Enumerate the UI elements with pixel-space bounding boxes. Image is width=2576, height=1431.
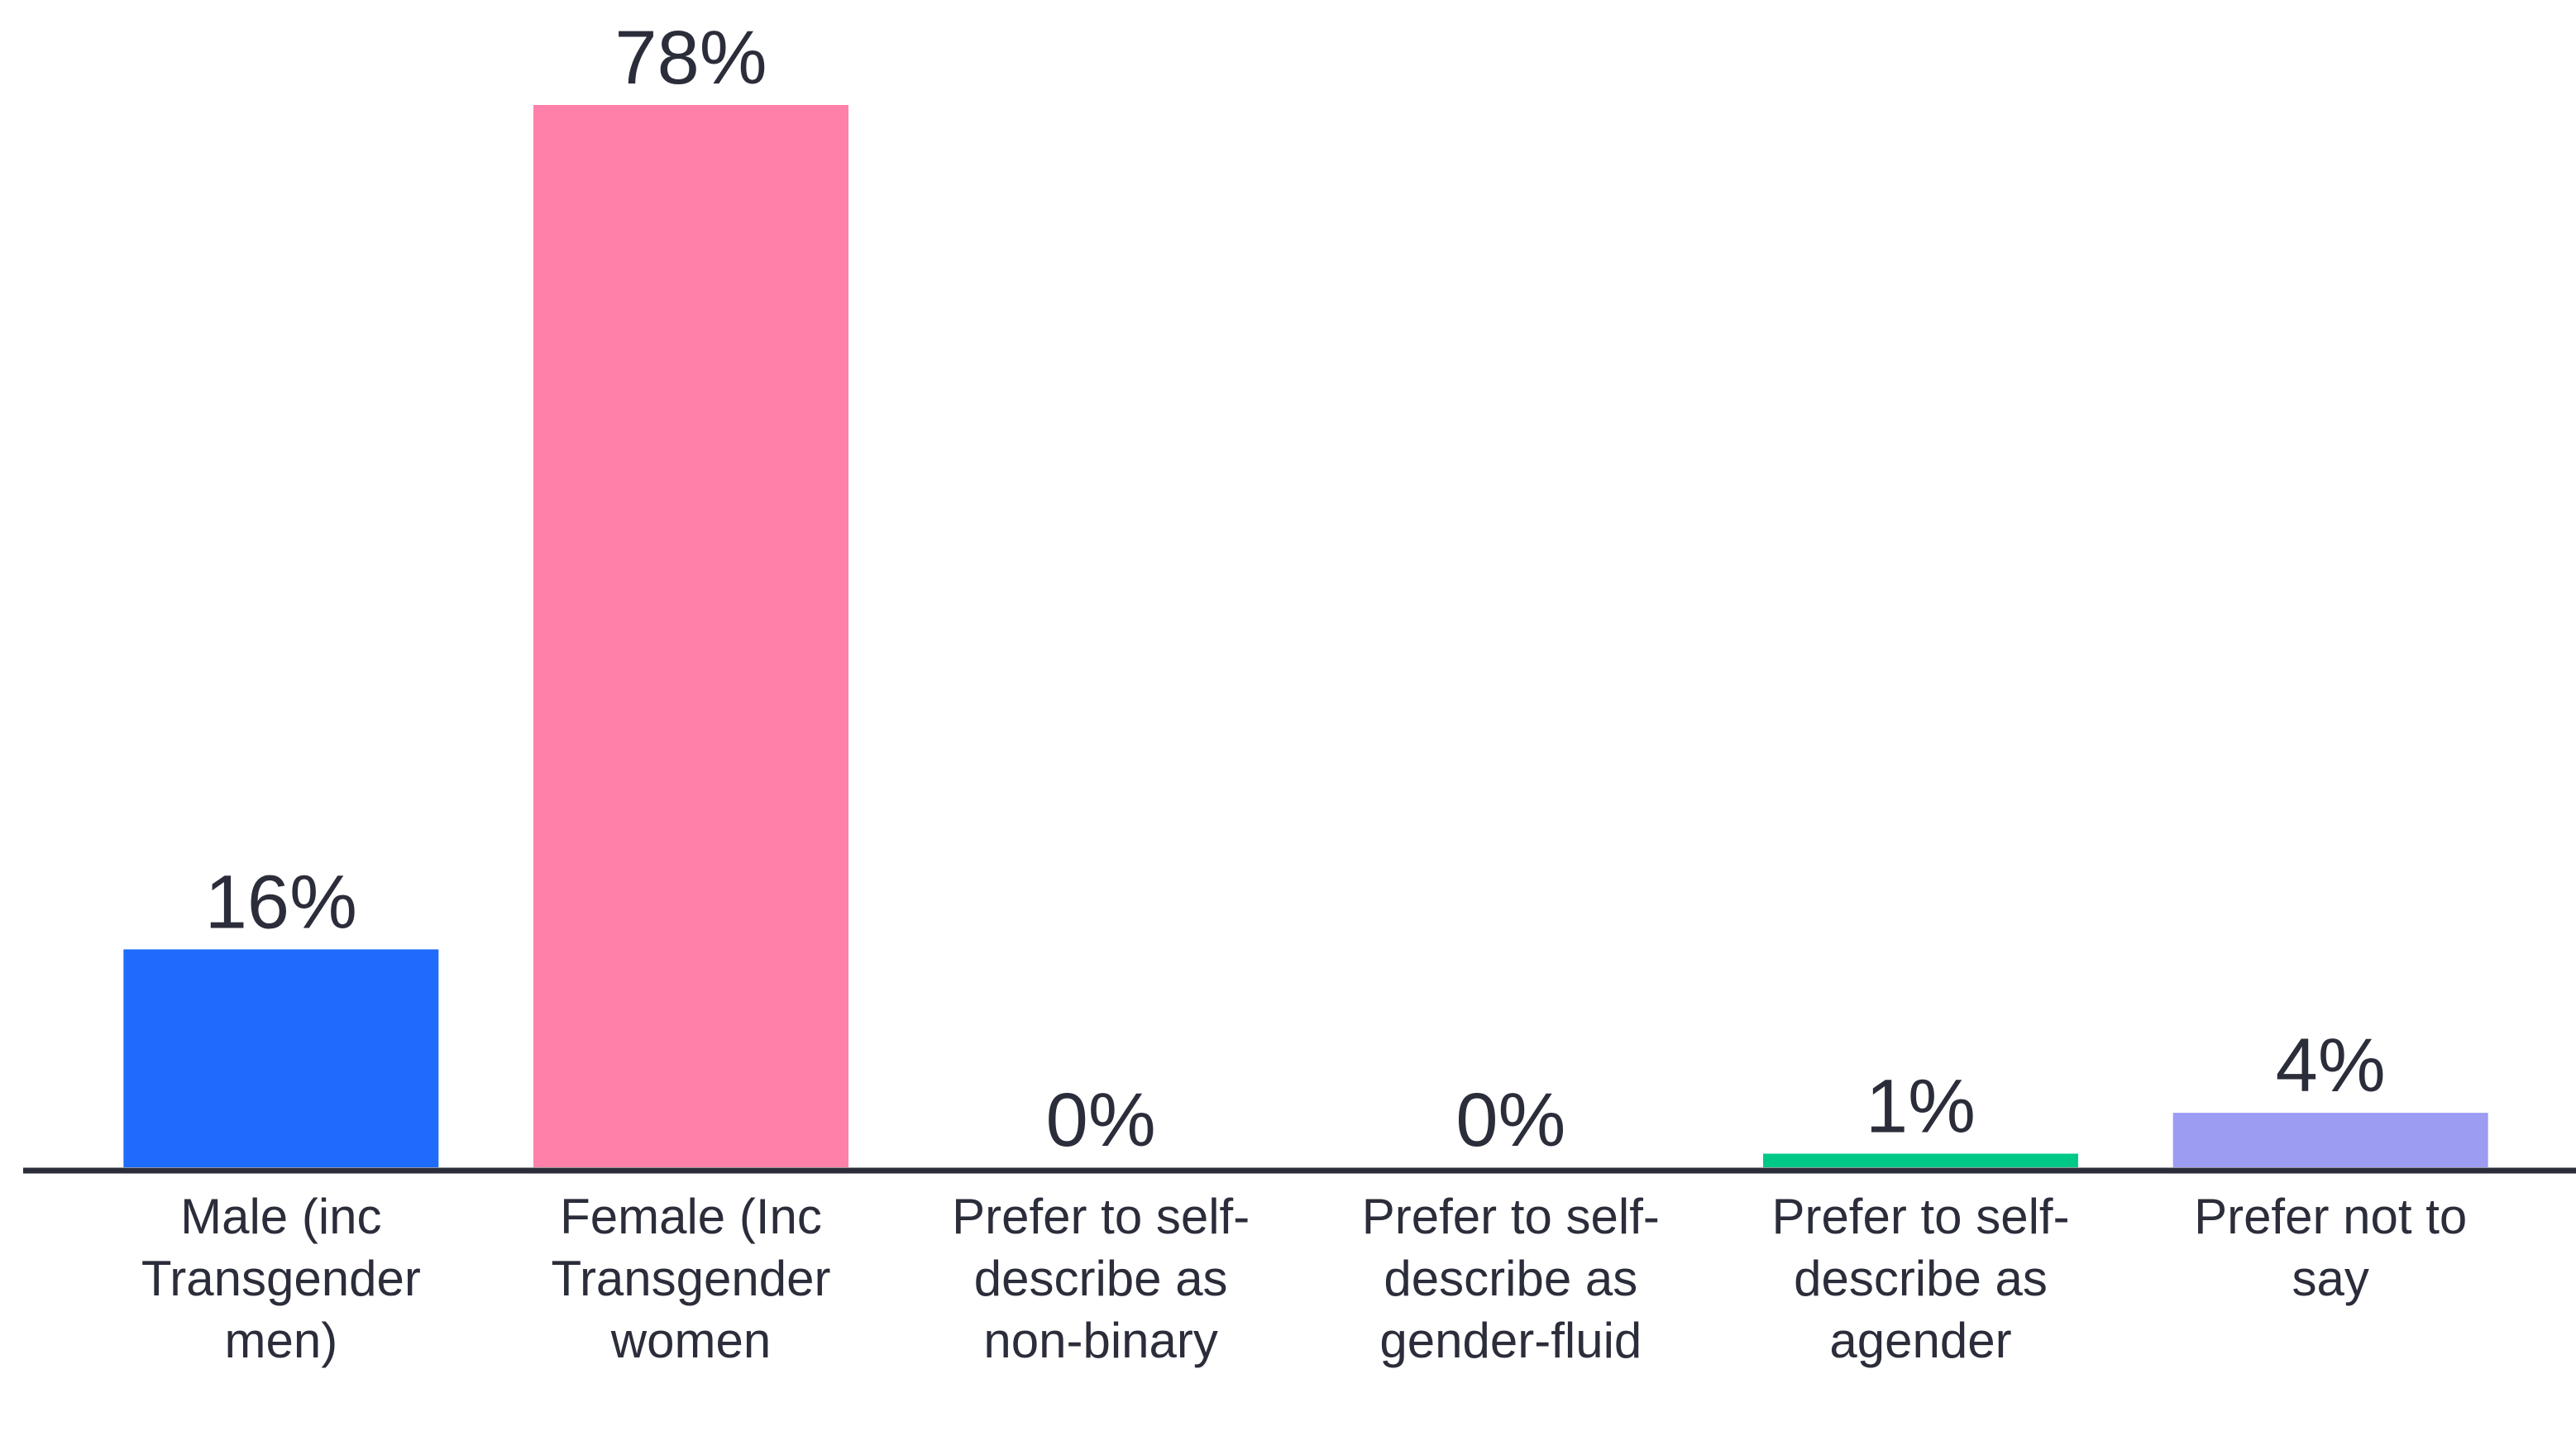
value-label: 0% bbox=[1046, 1078, 1156, 1162]
value-label: 78% bbox=[614, 16, 767, 100]
x-tick-label: Prefer to self-describe as agender bbox=[1771, 1189, 2070, 1368]
x-tick-label: Prefer to self-describe as non-binary bbox=[952, 1189, 1250, 1368]
value-label: 1% bbox=[1866, 1065, 1976, 1149]
x-tick-label: Male (inc Transgender men) bbox=[141, 1189, 421, 1368]
x-tick-label: Prefer to self-describe as gender-fluid bbox=[1361, 1189, 1660, 1368]
bar bbox=[533, 105, 848, 1167]
value-label: 0% bbox=[1455, 1078, 1565, 1162]
x-tick-label: Female (Inc Transgender women bbox=[551, 1189, 831, 1368]
value-label: 4% bbox=[2276, 1023, 2386, 1108]
bar bbox=[123, 949, 439, 1167]
bar bbox=[2172, 1113, 2488, 1167]
value-label: 16% bbox=[205, 860, 357, 944]
bar bbox=[1763, 1153, 2078, 1167]
x-tick-label: Prefer not to say bbox=[2194, 1189, 2468, 1306]
